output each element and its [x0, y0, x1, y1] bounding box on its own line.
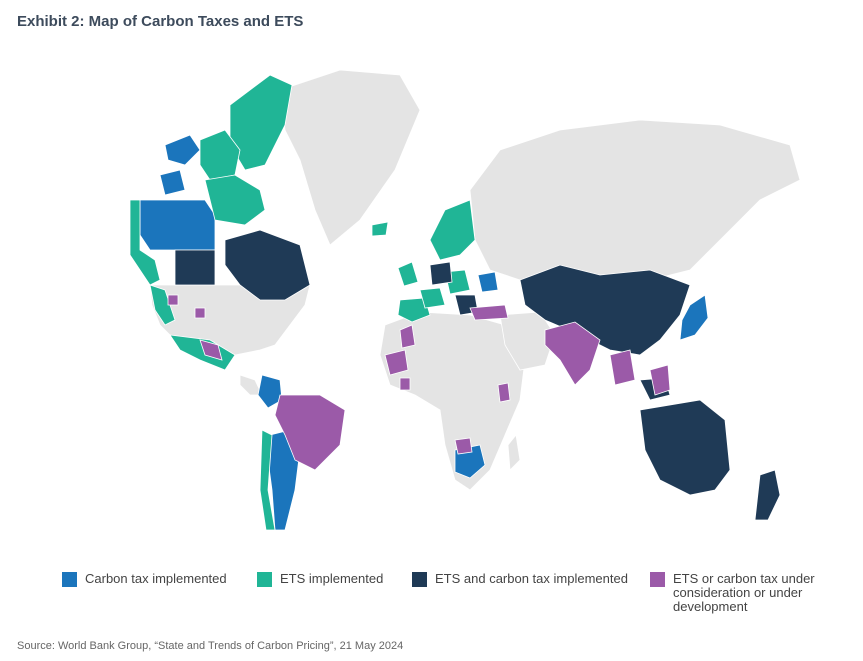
legend-label: ETS implemented	[280, 571, 384, 586]
legend-item: Carbon tax implemented	[62, 572, 242, 587]
legend-swatch	[62, 572, 77, 587]
legend-label: Carbon tax implemented	[85, 571, 227, 586]
legend-swatch	[257, 572, 272, 587]
legend-swatch	[412, 572, 427, 587]
land-base	[149, 69, 801, 491]
region-ets	[129, 74, 476, 531]
region-ets-and-carbon-tax	[174, 229, 781, 521]
region-under-consideration	[167, 294, 671, 471]
source: Source: World Bank Group, “State and Tre…	[17, 640, 404, 652]
legend-swatch	[650, 572, 665, 587]
legend-label: ETS and carbon tax implemented	[435, 571, 628, 586]
legend-item: ETS implemented	[257, 572, 397, 587]
title: Exhibit 2: Map of Carbon Taxes and ETS	[17, 13, 304, 30]
world-map	[129, 69, 801, 531]
legend-item: ETS and carbon tax implemented	[412, 572, 642, 587]
legend-label: ETS or carbon tax under consideration or…	[673, 571, 815, 614]
legend-item: ETS or carbon tax under consideration or…	[650, 572, 820, 614]
